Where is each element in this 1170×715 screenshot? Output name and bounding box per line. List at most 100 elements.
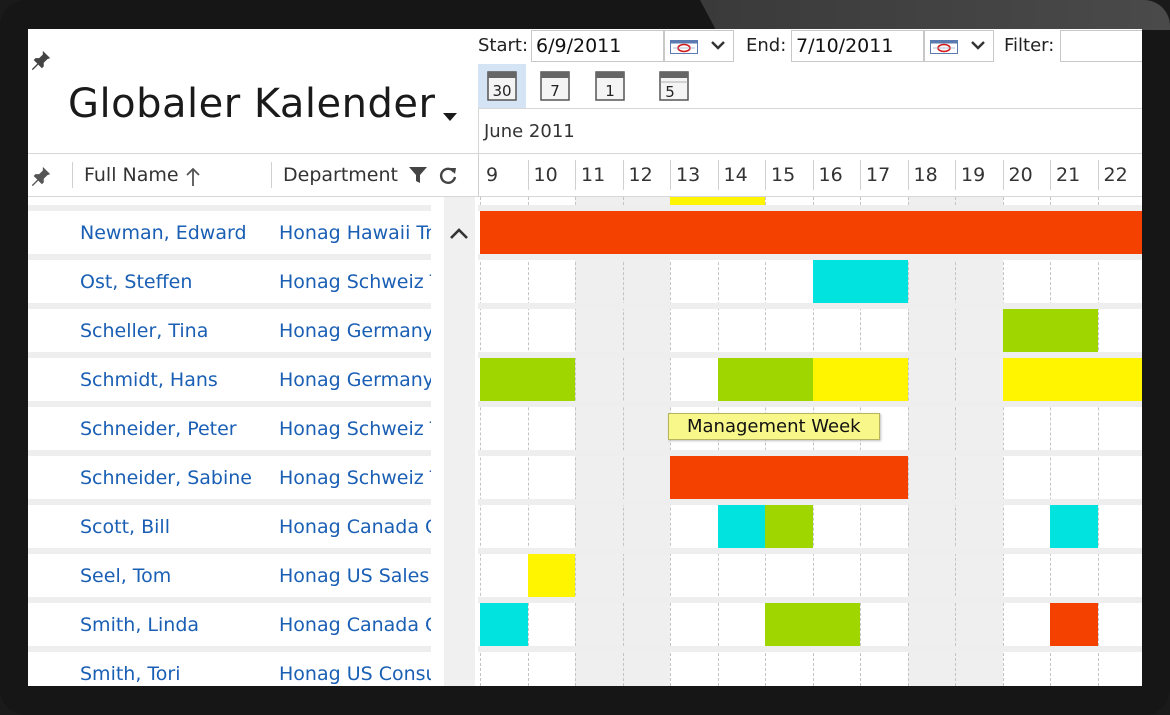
day-gridline [717,197,719,686]
table-row[interactable]: Newman, Edward Honag Hawaii Tr [28,211,431,260]
table-row[interactable]: Scott, Bill Honag Canada C [28,505,431,554]
day-view-button[interactable]: 1 [586,64,634,108]
start-date-picker-button[interactable] [664,30,734,62]
appointment-bar[interactable] [1050,505,1098,548]
weekend-column [907,197,955,686]
department-column-header[interactable]: Department [283,164,398,186]
department-cell[interactable]: Honag Canada C [279,516,431,538]
day-header: 16 [818,164,843,186]
day-separator [575,160,576,190]
appointment-bar[interactable] [480,211,1142,254]
day-gridline [480,197,481,686]
department-cell[interactable]: Honag US Sales [279,565,430,587]
appointment-bar[interactable] [670,456,908,499]
day-header: 9 [486,164,499,186]
table-row[interactable]: Seel, Tom Honag US Sales [28,554,431,603]
full-name-cell[interactable]: Smith, Tori [80,663,181,685]
start-date-input[interactable]: 6/9/2011 [531,30,664,62]
appointment-bar[interactable] [765,505,813,548]
appointment-bar[interactable] [812,358,908,401]
day-gridline [1050,197,1051,686]
calendar-icon [930,40,958,54]
weekend-column [955,197,1003,686]
month-label: June 2011 [484,121,575,142]
start-label: Start: [478,35,529,56]
department-cell[interactable]: Honag Germany [279,320,431,342]
sort-ascending-arrow-icon[interactable] [185,167,201,187]
row-gridline [478,499,1142,505]
day-header: 10 [533,164,558,186]
refresh-icon[interactable] [438,165,458,185]
grid-header: Full Name Department 9 10 11 12 13 14 15 16 17 18… [28,153,1142,198]
row-gridline [478,254,1142,260]
day-header: 15 [771,164,796,186]
table-row[interactable]: Smith, Linda Honag Canada C [28,603,431,652]
table-row[interactable]: Scheller, Tina Honag Germany [28,309,431,358]
appointment-bar[interactable] [1050,603,1098,646]
full-name-cell[interactable]: Newman, Edward [80,222,247,244]
pin-icon[interactable] [30,49,52,71]
month-view-button[interactable]: 30 [478,64,526,108]
department-cell[interactable]: Honag Schweiz T [279,467,431,489]
department-cell[interactable]: Honag Schweiz T [279,271,431,293]
appointment-bar[interactable] [480,603,528,646]
appointment-bar[interactable] [670,197,765,205]
appointment-bar[interactable] [717,358,813,401]
department-cell[interactable]: Honag Schweiz T [279,418,431,440]
page-title: Globaler Kalender [68,81,436,127]
day-calendar-icon: 1 [595,71,625,101]
day-separator [1002,160,1004,190]
full-name-cell[interactable]: Ost, Steffen [80,271,193,293]
full-name-cell[interactable]: Schneider, Sabine [80,467,252,489]
day-gridline [860,197,861,686]
filter-label: Filter: [1004,35,1055,56]
appointment-bar[interactable] [1002,358,1142,401]
day-gridline [1002,197,1004,686]
work-week-view-button[interactable]: 5 [650,64,698,108]
week-view-button[interactable]: 7 [531,64,579,108]
full-name-cell[interactable]: Scott, Bill [80,516,170,538]
table-row[interactable]: Schmidt, Hans Honag Germany [28,358,431,407]
day-header: 22 [1103,164,1128,186]
department-cell[interactable]: Honag US Consu [279,663,431,685]
full-name-cell[interactable]: Schneider, Peter [80,418,237,440]
day-gridline [955,197,956,686]
day-header: 13 [676,164,701,186]
full-name-cell[interactable]: Smith, Linda [80,614,200,636]
appointment-bar[interactable] [812,260,908,303]
employee-table: Newman, Edward Honag Hawaii Tr Ost, Steffe… [28,197,431,686]
day-header: 12 [628,164,653,186]
filter-input[interactable] [1060,30,1142,62]
column-pin-icon[interactable] [30,165,52,187]
end-label: End: [746,35,787,56]
day-header: 18 [913,164,938,186]
full-name-cell[interactable]: Seel, Tom [80,565,172,587]
day-header: 20 [1008,164,1033,186]
appointment-bar[interactable] [765,603,860,646]
appointment-bar[interactable] [480,358,575,401]
filter-icon[interactable] [408,165,428,185]
scrollbar[interactable] [444,197,475,686]
full-name-cell[interactable]: Schmidt, Hans [80,369,218,391]
full-name-cell[interactable]: Scheller, Tina [80,320,209,342]
title-dropdown-chevron-icon[interactable] [443,113,457,121]
day-gridline [1097,197,1099,686]
day-separator [765,160,766,190]
appointment-bar[interactable] [717,505,765,548]
table-row[interactable]: Schneider, Sabine Honag Schweiz T [28,456,431,505]
end-date-picker-button[interactable] [924,30,994,62]
department-cell[interactable]: Honag Germany [279,369,431,391]
appointment-bar[interactable] [527,554,575,597]
department-cell[interactable]: Honag Canada C [279,614,431,636]
calendar-icon [670,40,698,54]
table-row[interactable]: Schneider, Peter Honag Schweiz T [28,407,431,456]
department-cell[interactable]: Honag Hawaii Tr [279,222,431,244]
appointment-bar[interactable] [1002,309,1098,352]
scroll-up-chevron-icon[interactable] [449,227,469,241]
table-row[interactable]: Ost, Steffen Honag Schweiz T [28,260,431,309]
end-date-input[interactable]: 7/10/2011 [791,30,924,62]
row-gridline [478,352,1142,358]
gantt-chart: Management Week [478,197,1142,686]
full-name-column-header[interactable]: Full Name [84,164,179,186]
table-row[interactable]: Smith, Tori Honag US Consu [28,652,431,686]
